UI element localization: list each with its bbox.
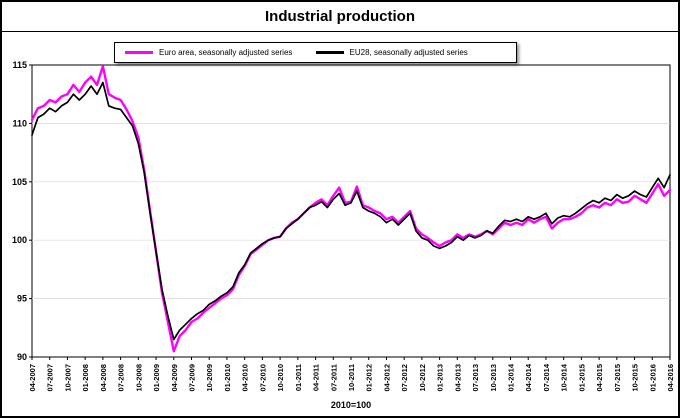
legend-box: Euro area, seasonally adjusted series EU…: [114, 42, 517, 63]
y-tick-label: 90: [17, 352, 27, 362]
x-tick-label: 07-2008: [117, 364, 126, 392]
x-tick-label: 01-2016: [648, 364, 657, 392]
x-tick-label: 04-2007: [28, 364, 37, 392]
chart-canvas: Euro area, seasonally adjusted series EU…: [2, 32, 678, 416]
x-tick-label: 01-2008: [81, 364, 90, 392]
x-axis-unit-label: 2010=100: [331, 400, 371, 410]
x-tick-label: 04-2010: [241, 364, 250, 392]
y-tick-label: 110: [12, 118, 27, 128]
x-tick-label: 04-2016: [666, 364, 675, 392]
x-tick-label: 10-2014: [560, 363, 569, 391]
x-tick-label: 04-2012: [382, 364, 391, 392]
legend-item-eu28: EU28, seasonally adjusted series: [315, 48, 507, 57]
x-tick-label: 10-2008: [134, 364, 143, 392]
x-tick-label: 04-2014: [524, 363, 533, 391]
series-line-eu28: [31, 81, 671, 341]
x-tick-label: 04-2013: [453, 364, 462, 392]
x-tick-label: 07-2013: [471, 364, 480, 392]
x-tick-label: 07-2015: [613, 364, 622, 392]
y-tick-label: 105: [12, 177, 27, 187]
x-tick-label: 10-2007: [63, 364, 72, 392]
x-tick-label: 04-2011: [312, 364, 321, 391]
x-tick-label: 04-2009: [170, 364, 179, 392]
y-tick-label: 115: [12, 60, 27, 70]
x-tick-label: 07-2007: [46, 364, 55, 392]
plot-area: 90 95 100 105 110 115 04-2007 07-2007 10-2007 01-…: [12, 60, 675, 410]
x-tick-label: 01-2015: [577, 364, 586, 392]
x-tick-label: 01-2013: [436, 364, 445, 392]
y-tick-label: 100: [12, 235, 27, 245]
x-tick-label: 10-2010: [276, 364, 285, 392]
euro-area-line-swatch: [125, 51, 153, 54]
x-tick-label: 01-2009: [152, 364, 161, 392]
x-tick-label: 10-2009: [205, 364, 214, 392]
x-tick-label: 01-2010: [223, 364, 232, 392]
legend-label-euro-area: Euro area, seasonally adjusted series: [159, 48, 293, 57]
x-tick-label: 10-2011: [347, 364, 356, 391]
eu28-line-swatch: [315, 51, 344, 54]
x-tick-label: 07-2012: [400, 364, 409, 392]
x-tick-label: 07-2009: [188, 364, 197, 392]
x-tick-label: 10-2012: [418, 364, 427, 392]
x-tick-label: 01-2014: [507, 363, 516, 391]
legend-item-euro-area: Euro area, seasonally adjusted series: [125, 48, 316, 57]
x-tick-label: 10-2013: [489, 364, 498, 392]
x-tick-label: 07-2014: [542, 363, 551, 391]
chart-title: Industrial production: [2, 2, 678, 32]
x-tick-label: 07-2011: [329, 364, 338, 391]
x-tick-label: 07-2010: [258, 364, 267, 392]
x-tick-label: 04-2008: [99, 364, 108, 392]
x-tick-label: 01-2012: [365, 364, 374, 392]
plot-border: [31, 64, 671, 358]
x-tick-label: 04-2015: [595, 364, 604, 392]
x-tick-label: 01-2011: [294, 364, 303, 391]
y-tick-label: 95: [17, 294, 27, 304]
legend-label-eu28: EU28, seasonally adjusted series: [349, 48, 468, 57]
x-tick-label: 10-2015: [631, 364, 640, 392]
